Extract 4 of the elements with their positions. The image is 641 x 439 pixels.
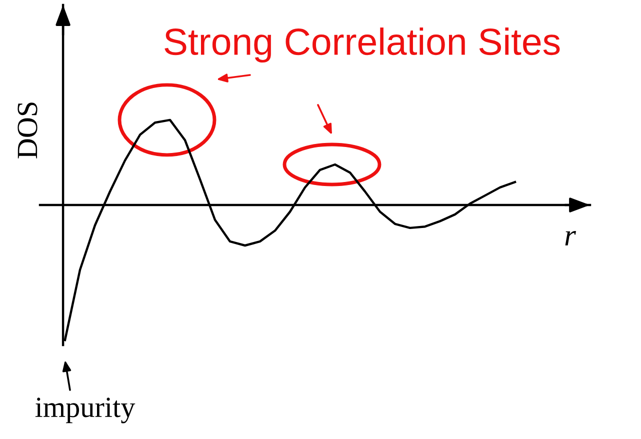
- text: impurity: [35, 398, 136, 424]
- text: Strong Correlation Sites: [164, 28, 560, 62]
- x-axis-title: r: [565, 230, 576, 246]
- y-axis-title: DOS: [18, 102, 38, 158]
